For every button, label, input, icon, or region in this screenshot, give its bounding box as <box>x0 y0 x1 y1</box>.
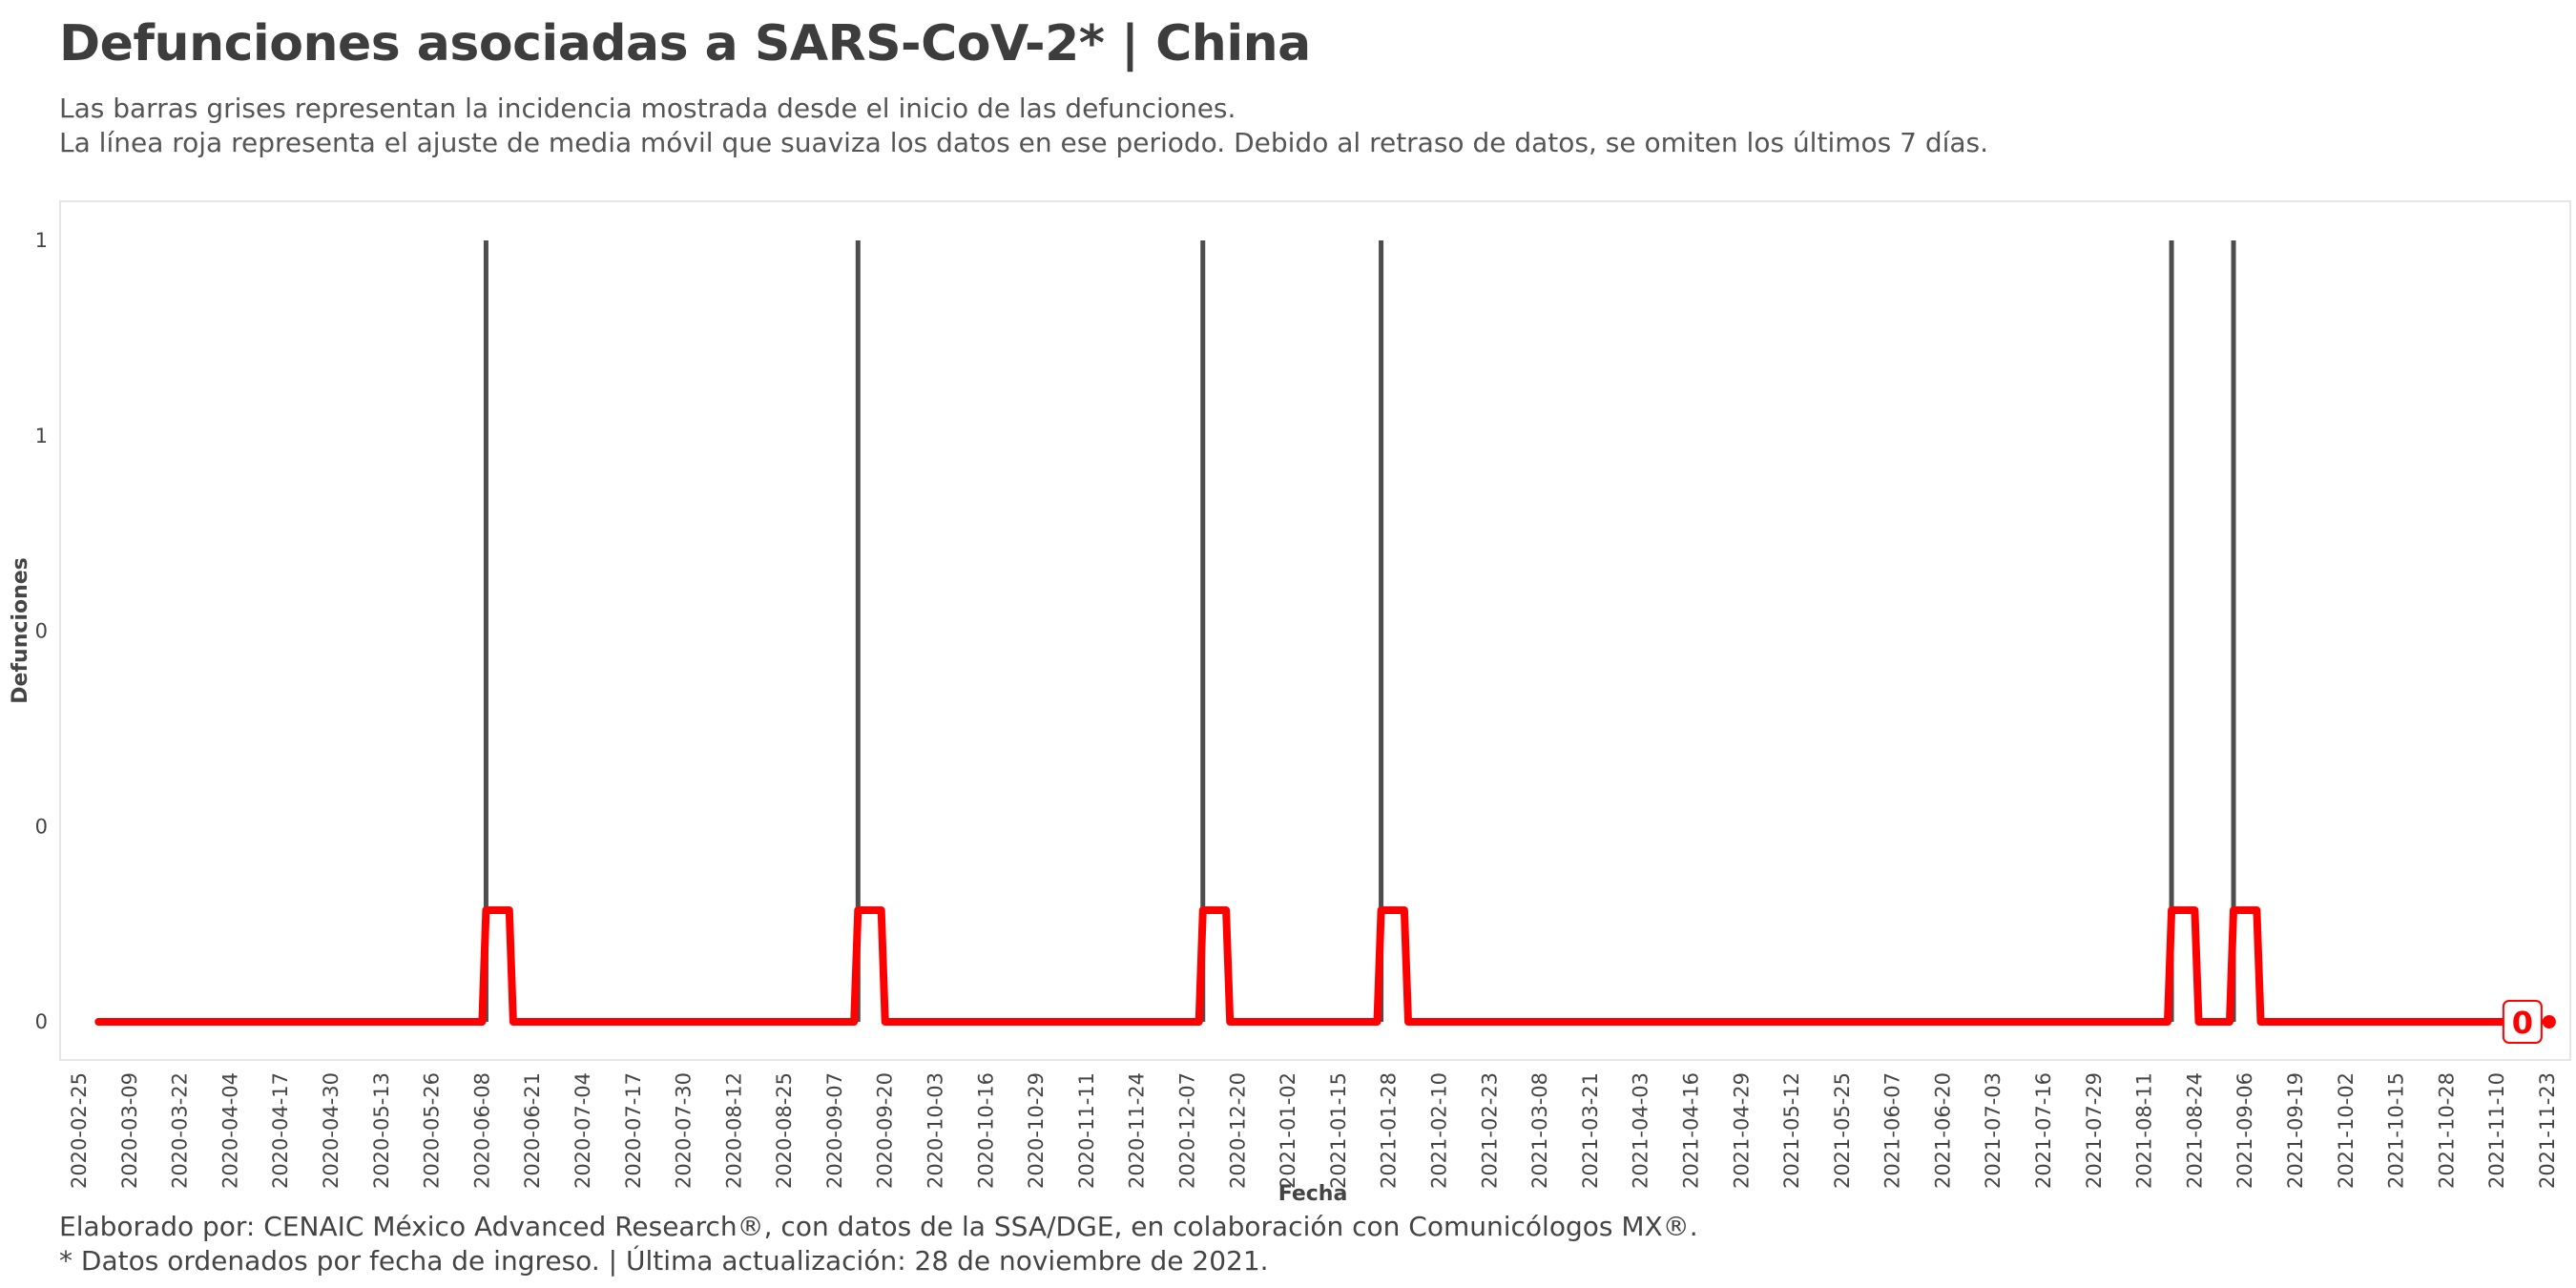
x-axis-title: Fecha <box>1278 1182 1348 1206</box>
caption-line-2: * Datos ordenados por fecha de ingreso. … <box>59 1245 1269 1277</box>
x-tick-label: 2021-05-12 <box>1780 1072 1803 1189</box>
x-tick-label: 2020-06-08 <box>470 1072 493 1189</box>
x-tick-label: 2021-06-07 <box>1881 1072 1904 1189</box>
y-tick-label: 1 <box>35 425 48 447</box>
x-tick-label: 2020-07-04 <box>571 1072 594 1189</box>
x-tick-label: 2021-06-20 <box>1931 1072 1954 1189</box>
x-tick-label: 2021-01-15 <box>1327 1072 1350 1189</box>
chart-title: Defunciones asociadas a SARS-CoV-2* | Ch… <box>59 15 1311 73</box>
x-tick-label: 2021-02-23 <box>1478 1072 1501 1189</box>
x-tick-label: 2021-01-02 <box>1277 1072 1299 1189</box>
x-tick-label: 2021-04-03 <box>1630 1072 1652 1189</box>
x-tick-label: 2020-12-07 <box>1176 1072 1199 1189</box>
end-label-box <box>2502 1000 2543 1044</box>
x-tick-label: 2021-05-25 <box>1831 1072 1854 1189</box>
y-tick-label: 1 <box>35 229 48 252</box>
x-tick-label: 2021-04-29 <box>1730 1072 1753 1189</box>
x-tick-label: 2021-08-24 <box>2183 1072 2206 1189</box>
chart-subtitle: Las barras grises representan la inciden… <box>59 92 1988 160</box>
x-tick-label: 2021-01-28 <box>1378 1072 1401 1189</box>
x-tick-label: 2021-03-08 <box>1528 1072 1551 1189</box>
x-tick-label: 2020-10-03 <box>924 1072 947 1189</box>
y-tick-label: 0 <box>35 620 48 643</box>
plot-panel <box>59 200 2571 1061</box>
x-tick-label: 2021-11-10 <box>2485 1072 2508 1189</box>
caption-line-1: Elaborado por: CENAIC México Advanced Re… <box>59 1211 1698 1242</box>
x-tick-label: 2020-11-11 <box>1075 1072 1098 1189</box>
x-tick-label: 2020-05-26 <box>421 1072 444 1189</box>
x-tick-label: 2020-07-17 <box>622 1072 645 1189</box>
y-tick-label: 0 <box>35 1010 48 1033</box>
x-tick-label: 2020-09-20 <box>874 1072 897 1189</box>
x-tick-label: 2021-07-16 <box>2032 1072 2055 1189</box>
x-tick-label: 2021-07-03 <box>1982 1072 2005 1189</box>
x-tick-label: 2020-10-29 <box>1025 1072 1048 1189</box>
chart-caption: Elaborado por: CENAIC México Advanced Re… <box>59 1210 1698 1278</box>
moving-average-line <box>94 906 2544 1026</box>
x-tick-label: 2020-07-30 <box>673 1072 696 1189</box>
x-tick-label: 2021-02-10 <box>1428 1072 1451 1189</box>
end-label: 0 <box>2512 1005 2533 1041</box>
y-tick-label: 0 <box>35 815 48 838</box>
end-point <box>2542 1015 2556 1028</box>
subtitle-line-2: La línea roja representa el ajuste de me… <box>59 127 1989 158</box>
x-tick-label: 2021-07-29 <box>2083 1072 2106 1189</box>
x-tick-label: 2020-09-07 <box>823 1072 846 1189</box>
x-tick-label: 2020-08-12 <box>722 1072 745 1189</box>
y-axis-title: Defunciones <box>9 557 32 703</box>
x-tick-label: 2020-11-24 <box>1126 1072 1149 1189</box>
x-tick-label: 2021-04-16 <box>1680 1072 1703 1189</box>
x-tick-label: 2020-12-20 <box>1226 1072 1249 1189</box>
x-tick-label: 2020-02-25 <box>68 1072 91 1189</box>
x-tick-label: 2021-11-23 <box>2536 1072 2559 1189</box>
x-tick-label: 2020-03-09 <box>118 1072 141 1189</box>
x-tick-label: 2020-03-22 <box>169 1072 192 1189</box>
x-tick-label: 2021-09-19 <box>2284 1072 2307 1189</box>
x-tick-label: 2020-06-21 <box>521 1072 544 1189</box>
x-tick-label: 2020-05-13 <box>370 1072 393 1189</box>
x-tick-label: 2020-04-17 <box>269 1072 292 1189</box>
x-tick-label: 2020-10-16 <box>974 1072 997 1189</box>
x-tick-label: 2021-10-28 <box>2435 1072 2458 1189</box>
subtitle-line-1: Las barras grises representan la inciden… <box>59 93 1236 124</box>
x-tick-label: 2021-10-02 <box>2335 1072 2358 1189</box>
x-tick-label: 2021-03-21 <box>1579 1072 1602 1189</box>
x-tick-label: 2021-09-06 <box>2233 1072 2256 1189</box>
x-tick-label: 2020-08-25 <box>773 1072 796 1189</box>
x-tick-label: 2021-08-11 <box>2133 1072 2156 1189</box>
x-tick-label: 2020-04-30 <box>320 1072 343 1189</box>
x-tick-label: 2021-10-15 <box>2385 1072 2408 1189</box>
x-tick-label: 2020-04-04 <box>218 1072 241 1189</box>
